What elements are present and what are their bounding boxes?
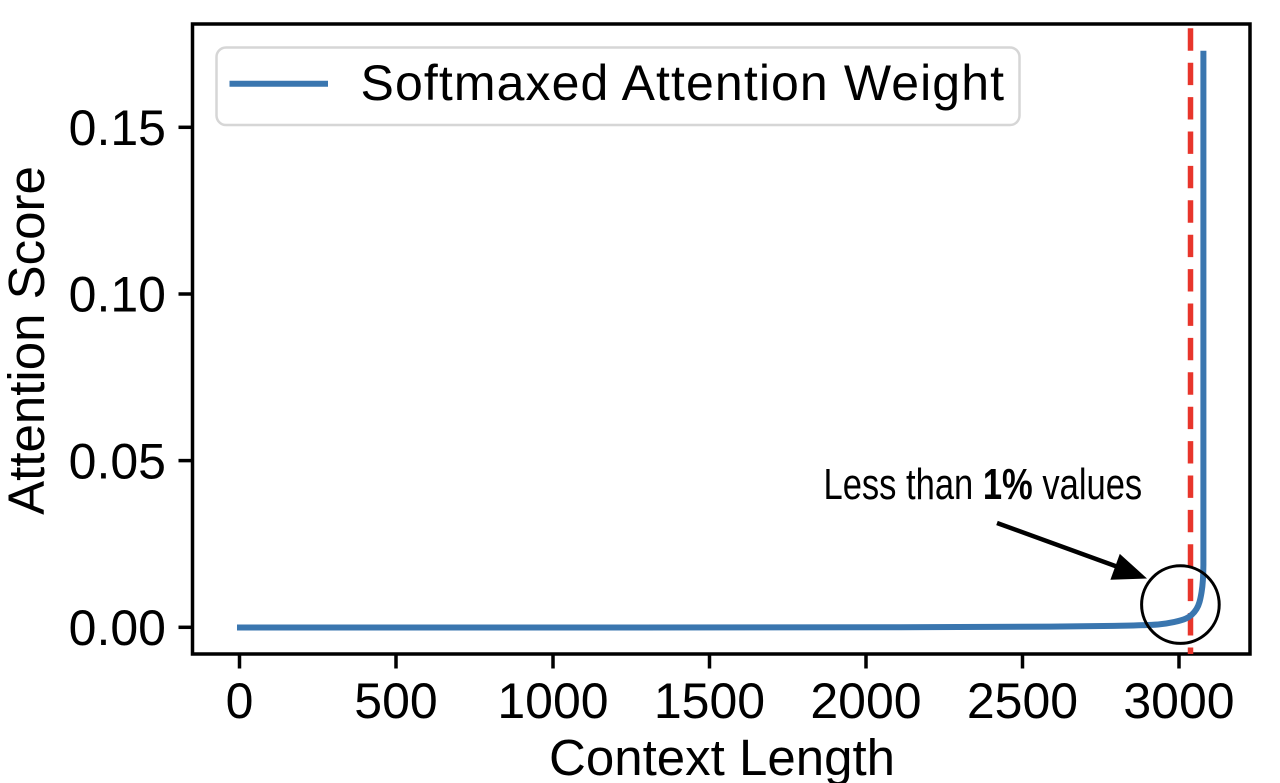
svg-text:Softmaxed Attention Weight: Softmaxed Attention Weight: [361, 55, 1005, 111]
svg-text:3000: 3000: [1123, 673, 1234, 729]
svg-text:0.05: 0.05: [69, 433, 166, 489]
svg-text:Attention Score: Attention Score: [0, 166, 55, 515]
svg-text:Less than 1% values: Less than 1% values: [824, 460, 1143, 509]
svg-text:0.00: 0.00: [69, 600, 166, 656]
svg-text:500: 500: [354, 673, 437, 729]
svg-text:2000: 2000: [810, 673, 921, 729]
svg-text:0.10: 0.10: [69, 267, 166, 323]
svg-text:1000: 1000: [497, 673, 608, 729]
svg-text:1500: 1500: [654, 673, 765, 729]
svg-text:0.15: 0.15: [69, 100, 166, 156]
svg-text:2500: 2500: [967, 673, 1078, 729]
svg-text:0: 0: [226, 673, 254, 729]
svg-text:Context Length: Context Length: [549, 729, 895, 783]
